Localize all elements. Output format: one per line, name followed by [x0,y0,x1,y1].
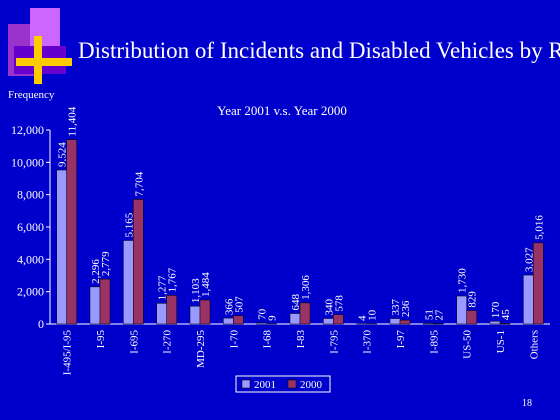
value-label: 9 [267,315,279,321]
y-tick-label: 4,000 [17,252,44,266]
bar [333,314,344,325]
value-label: 4 [357,315,369,321]
y-tick-label: 2,000 [17,285,44,299]
x-tick-label: I-495/I-95 [62,330,74,376]
legend-label: 2000 [300,379,323,391]
bar [523,274,534,325]
legend-box [235,375,331,393]
value-label: 340 [323,299,335,316]
bar [456,295,467,325]
bar [389,318,401,325]
bar [489,321,501,325]
x-tick-label: I-70 [228,330,240,349]
value-label: 45 [500,309,512,321]
bar [399,319,411,325]
y-tick-label: 0 [38,317,44,331]
x-tick-label: I-95 [95,330,107,349]
bar [56,169,67,325]
value-label: 11,404 [67,106,79,136]
chart-title: Distribution of Incidents and Disabled V… [78,38,560,63]
y-tick-label: 6,000 [17,220,44,234]
value-label: 1,730 [457,268,469,293]
bar [66,139,77,325]
value-label: 1,306 [300,275,312,300]
bar [166,295,177,325]
value-label: 5,016 [533,215,545,240]
x-tick-label: I-97 [395,330,407,349]
x-tick-label: I-895 [428,330,440,354]
y-tick-label: 12,000 [11,123,44,137]
value-label: 170 [490,301,502,318]
x-tick-label: MD-295 [195,330,207,368]
value-label: 9,524 [57,142,69,167]
value-label: 27 [433,309,445,321]
bar [233,315,244,325]
value-label: 366 [223,298,235,315]
bar [133,199,144,325]
value-label: 236 [400,300,412,317]
x-tick-label: I-270 [162,330,174,354]
y-axis-label: Frequency [8,89,55,101]
bar [323,318,334,325]
bar [533,242,544,325]
value-label: 829 [467,291,479,308]
value-label: 3,027 [523,247,535,272]
value-label: 2,779 [100,251,112,276]
x-tick-label: I-68 [262,330,274,349]
bar [256,322,267,325]
x-tick-label: I-370 [362,330,374,354]
page-number: 18 [522,398,532,409]
bar [199,299,211,325]
logo [8,8,72,84]
value-label: 1,484 [200,272,212,297]
bar [466,310,477,325]
value-label: 1,277 [157,275,169,300]
bar [156,303,167,325]
legend-swatch [241,379,251,389]
bar [299,302,311,325]
value-label: 648 [290,294,302,311]
bar [289,313,301,325]
x-tick-label: I-795 [328,330,340,354]
bar [223,317,234,325]
value-label: 5,165 [123,212,135,237]
bar [189,305,201,325]
value-label: 337 [390,299,402,316]
bar [89,286,101,325]
y-tick-label: 8,000 [17,188,44,202]
value-label: 507 [233,296,245,313]
value-label: 578 [333,295,345,312]
value-label: 1,767 [167,267,179,292]
x-tick-label: I-695 [128,330,140,354]
y-tick-label: 10,000 [11,155,44,169]
value-label: 51 [423,309,435,320]
value-label: 7,704 [133,171,145,196]
legend-swatch [287,379,297,389]
chart-subtitle: Year 2001 v.s. Year 2000 [217,103,347,118]
x-tick-label: US-1 [495,330,507,353]
bar [123,240,134,325]
bar [99,278,111,325]
x-tick-label: US-50 [462,330,474,359]
value-label: 2,296 [90,259,102,284]
value-label: 1,103 [190,278,202,303]
bar [499,323,511,325]
value-label: 70 [257,308,269,320]
legend-label: 2001 [254,379,276,391]
x-tick-label: Others [528,330,540,359]
bar [423,322,434,325]
x-tick-label: I-83 [295,330,307,349]
value-label: 10 [367,309,379,321]
